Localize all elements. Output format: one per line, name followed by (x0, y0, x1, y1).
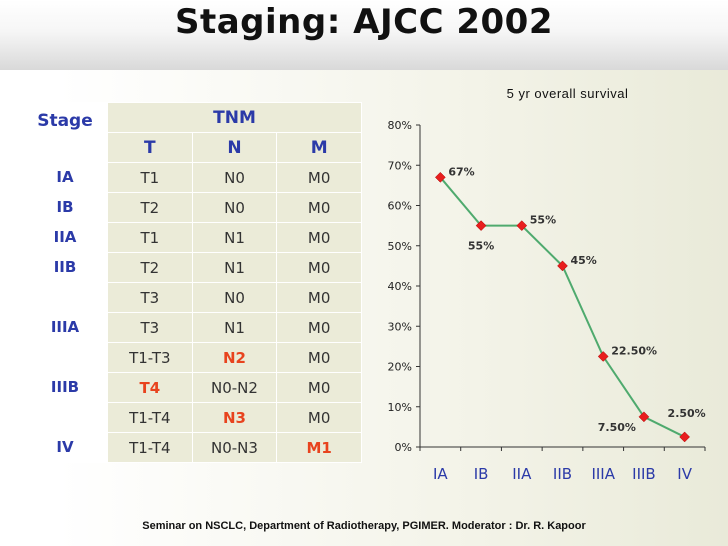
t-cell: T3 (107, 282, 193, 313)
x-tick-label: IIIB (632, 465, 656, 483)
data-label: 67% (448, 165, 474, 178)
n-cell: N0 (191, 282, 278, 313)
x-tick-label: IV (677, 465, 692, 483)
t-cell: T1-T3 (107, 342, 193, 373)
stage-header: Stage (22, 102, 108, 163)
stage-cell: IIIA (22, 312, 108, 343)
x-tick-label: IA (433, 465, 448, 483)
m-cell: M0 (276, 402, 362, 433)
t-cell: T1-T4 (107, 402, 193, 433)
t-cell: T1-T4 (107, 432, 193, 463)
table-row: IIIA T3 N1 M0 (22, 312, 362, 343)
stage-cell: IV (22, 432, 108, 463)
table-subheader-row: T N M (23, 132, 362, 163)
table-row: T1-T4 N3 M0 (22, 402, 362, 433)
y-tick-label: 20% (388, 361, 412, 374)
n-cell: N0 (191, 162, 278, 193)
x-tick-label: IIA (512, 465, 532, 483)
n-cell: N1 (191, 252, 278, 283)
stage-cell: IIB (22, 252, 108, 283)
t-header: T (107, 132, 193, 163)
table-row: IIA T1 N1 M0 (22, 222, 362, 253)
table-row: IB T2 N0 M0 (22, 192, 362, 223)
m-cell: M0 (276, 252, 362, 283)
data-label: 55% (530, 214, 556, 227)
y-tick-label: 50% (388, 240, 412, 253)
t-cell: T1 (107, 162, 193, 193)
data-point-marker (435, 171, 446, 183)
m-cell: M0 (276, 372, 362, 403)
data-point-marker (679, 431, 690, 443)
n-cell: N0 (191, 192, 278, 223)
x-tick-label: IIIA (591, 465, 615, 483)
stage-cell: IB (22, 192, 108, 223)
x-tick-label: IIB (553, 465, 572, 483)
m-cell: M0 (276, 282, 362, 313)
y-tick-label: 70% (388, 159, 412, 172)
m-cell: M0 (276, 312, 362, 343)
y-tick-label: 30% (388, 320, 412, 333)
m-cell-highlight: M1 (276, 432, 362, 463)
m-header: M (276, 132, 362, 163)
table-header-row: Stage TNM (22, 102, 362, 163)
data-point-marker (557, 260, 568, 272)
table-row: IIB T2 N1 M0 (22, 252, 362, 283)
table-row: T1-T3 N2 M0 (22, 342, 362, 373)
tnm-header: TNM (107, 102, 362, 133)
t-cell: T3 (107, 312, 193, 343)
m-cell: M0 (276, 342, 362, 373)
table-row: IA T1 N0 M0 (22, 162, 362, 193)
stage-cell: IA (22, 162, 108, 193)
stage-cell (22, 402, 108, 433)
x-tick-label: IB (474, 465, 489, 483)
data-label: 55% (468, 240, 494, 253)
n-cell: N0-N3 (191, 432, 278, 463)
y-tick-label: 40% (388, 280, 412, 293)
series-line (439, 176, 686, 438)
table-row: T3 N0 M0 (22, 282, 362, 313)
n-cell: N0-N2 (191, 372, 278, 403)
title-band (0, 0, 728, 70)
m-cell: M0 (276, 192, 362, 223)
t-cell: T2 (107, 252, 193, 283)
n-cell-highlight: N3 (191, 402, 278, 433)
data-point-marker (638, 411, 650, 423)
tnm-staging-table: Stage TNM T N M IA T1 N0 M0 IB T2 N0 M0 … (22, 102, 362, 463)
data-label: 45% (571, 254, 597, 267)
y-tick-label: 10% (388, 401, 412, 414)
data-point-marker (597, 351, 609, 362)
slide-title: Staging: AJCC 2002 (175, 2, 553, 42)
n-header: N (191, 132, 278, 163)
data-label: 22.50% (611, 344, 657, 357)
stage-cell: IIIB (22, 372, 108, 403)
y-tick-label: 60% (388, 200, 412, 213)
y-tick-label: 80% (388, 119, 412, 132)
data-point-marker (516, 220, 528, 231)
t-cell-highlight: T4 (107, 372, 193, 403)
y-tick-label: 0% (395, 441, 412, 454)
stage-cell (22, 342, 108, 373)
data-label: 7.50% (598, 421, 636, 434)
table-row: IIIB T4 N0-N2 M0 (22, 372, 362, 403)
t-cell: T1 (107, 222, 193, 253)
m-cell: M0 (276, 222, 362, 253)
data-point-marker (475, 220, 487, 231)
stage-cell (22, 282, 108, 313)
data-label: 2.50% (668, 407, 706, 420)
survival-line-chart: 5 yr overall survival 0% 10% 20% 30% 40% 50% 60… (388, 86, 706, 483)
t-cell: T2 (107, 192, 193, 223)
m-cell: M0 (276, 162, 362, 193)
n-cell-highlight: N2 (191, 342, 278, 373)
n-cell: N1 (191, 222, 278, 253)
slide-footer: Seminar on NSCLC, Department of Radiothe… (142, 520, 586, 532)
chart-title: 5 yr overall survival (507, 86, 629, 101)
table-row: IV T1-T4 N0-N3 M1 (22, 432, 362, 463)
n-cell: N1 (191, 312, 278, 343)
stage-cell: IIA (22, 222, 108, 253)
